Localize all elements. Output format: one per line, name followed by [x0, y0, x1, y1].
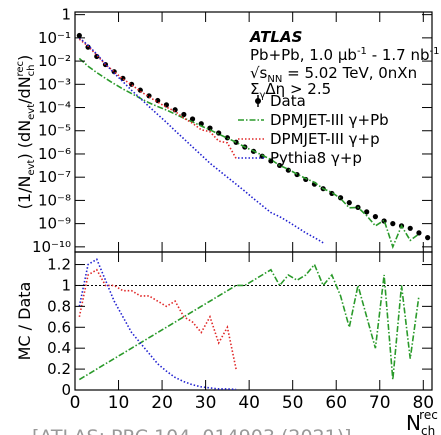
ylabel-sub: ch [26, 64, 37, 76]
cut-sub: γ [259, 90, 265, 101]
data-point [346, 200, 352, 206]
x-tick-label: 80 [412, 393, 434, 413]
x-tick-label: 60 [325, 393, 347, 413]
lumi-exp: -1 [357, 46, 367, 57]
series-line [78, 38, 237, 159]
x-tick-label: 0 [70, 393, 81, 413]
data-point [285, 167, 291, 173]
data-point [372, 214, 379, 220]
x-tick-label: 10 [108, 393, 130, 413]
data-point [224, 135, 230, 141]
data-point [207, 125, 213, 131]
lumi-exp: -1 [430, 46, 440, 57]
energy: √sNN = 5.02 TeV, 0nXn [250, 64, 417, 85]
y-tick-label: 10⁻⁹ [38, 215, 71, 233]
data-point [181, 111, 187, 118]
legend-label: Pythia8 γ+p [270, 149, 362, 167]
series-line [78, 263, 420, 381]
source: [ATLAS: PRC 104, 014903 (2021)] [32, 426, 352, 435]
data-point [407, 225, 413, 231]
y-tick-label: 1 [61, 276, 71, 294]
xlabel-sup: rec [419, 408, 438, 422]
series-line [78, 37, 324, 244]
energy-text: √s [250, 64, 268, 82]
y-tick-label: 0 [61, 381, 71, 399]
y-tick-label: 0.6 [47, 318, 71, 336]
ylabel-sup: rec [15, 61, 26, 77]
legend-label: DPMJET-III γ+p [270, 130, 380, 148]
x-tick-label: 30 [195, 393, 217, 413]
x-axis-label: Nch rec [406, 408, 438, 435]
data-point [76, 32, 82, 39]
series-line [78, 57, 420, 250]
y-tick-label: 0.2 [47, 360, 71, 378]
y-tick-label: 0.8 [47, 297, 71, 315]
lower-frame [74, 251, 433, 391]
y-tick-label: 10⁻⁷ [38, 168, 71, 186]
y-tick-label: 10⁻¹⁰ [32, 238, 71, 256]
legend-label: Data [270, 92, 306, 110]
data-point [155, 97, 161, 104]
y-tick-label: 10⁻⁴ [38, 99, 71, 117]
y-tick-label: 10⁻⁵ [38, 122, 71, 140]
x-tick-label: 70 [369, 393, 391, 413]
y-tick-label: 10⁻² [38, 52, 71, 70]
y-tick-label: 10⁻³ [38, 75, 71, 93]
y-tick-label: 0.4 [47, 339, 71, 357]
data-point [425, 235, 431, 241]
plot-area [75, 258, 432, 390]
y-tick-label: 1 [61, 6, 71, 24]
energy-text: = 5.02 TeV, 0nXn [282, 64, 417, 82]
ylabel-part: (1/N [15, 176, 34, 210]
lumi-text: Pb+Pb, 1.0 μb [250, 46, 357, 64]
experiment: ATLAS [249, 28, 302, 46]
xlabel-part: N [406, 411, 421, 435]
ylabel-part: ) [15, 55, 34, 61]
energy-sub: NN [267, 74, 282, 85]
cut-text: Σ [250, 80, 259, 98]
x-tick-label: 20 [151, 393, 173, 413]
ylabel-part: ) (dN [15, 120, 34, 160]
data-point [337, 195, 344, 201]
x-tick-label: 40 [238, 393, 260, 413]
plot-area [76, 32, 431, 250]
xlabel-sub: ch [421, 424, 435, 435]
lumi-text: - 1.7 nb [367, 46, 430, 64]
lumi: Pb+Pb, 1.0 μb-1 - 1.7 nb-1 [250, 46, 440, 64]
legend-label: DPMJET-III γ+Pb [270, 111, 389, 129]
y-axis-label: (1/Nevt) (dNevt/dNchrec) [15, 55, 37, 210]
data-point [390, 221, 396, 227]
y-tick-label: 10⁻⁶ [38, 145, 71, 163]
data-point [364, 209, 370, 215]
data-point [416, 230, 422, 236]
series-line [78, 268, 237, 370]
ylabel-sub: evt [26, 104, 37, 120]
ylabel-sub: evt [26, 159, 37, 175]
y2-axis-label: MC / Data [15, 282, 34, 361]
data-point [329, 190, 335, 197]
data-point [172, 107, 178, 113]
x-tick-label: 50 [282, 393, 304, 413]
data-point [189, 116, 196, 122]
y-tick-label: 1.2 [47, 256, 71, 274]
y-tick-label: 10⁻¹ [38, 29, 71, 47]
cut: ΣγΔη > 2.5 [250, 80, 331, 101]
ylabel-part: /dN [15, 76, 34, 104]
y-tick-label: 10⁻⁸ [38, 191, 71, 209]
cut-text: Δη > 2.5 [265, 80, 331, 98]
series-line [78, 258, 237, 390]
